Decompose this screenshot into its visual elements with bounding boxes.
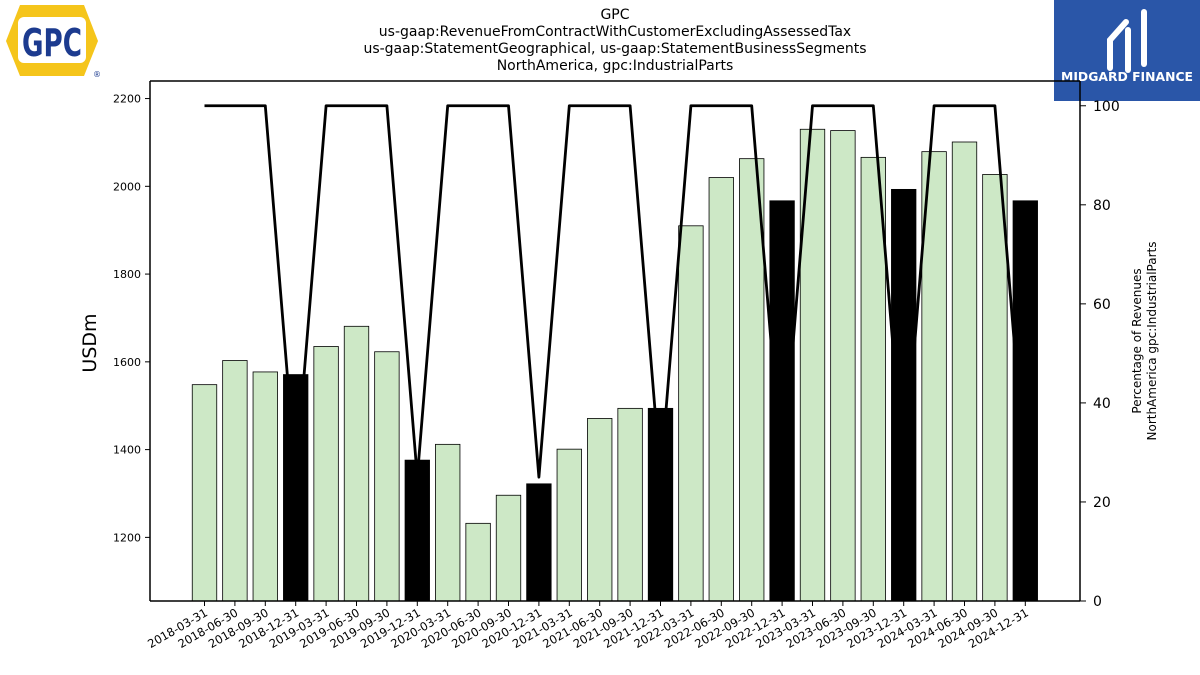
bar xyxy=(1012,200,1038,602)
gpc-logo-text: GPC xyxy=(22,21,82,65)
bar xyxy=(617,407,643,602)
gpc-registered-mark: ® xyxy=(93,70,100,79)
bar xyxy=(495,494,522,602)
bar xyxy=(313,346,339,602)
bar xyxy=(951,141,978,602)
y2-tick-label: 20 xyxy=(1093,495,1111,511)
bar xyxy=(708,177,734,602)
percentage-line xyxy=(204,104,1027,479)
bar xyxy=(404,459,430,602)
y2-tick-label: 60 xyxy=(1093,297,1111,313)
bar xyxy=(252,371,278,602)
y2-tick-label: 100 xyxy=(1093,99,1120,115)
bar xyxy=(526,483,552,602)
gpc-logo-panel xyxy=(18,17,86,63)
bar xyxy=(891,188,917,602)
bar xyxy=(982,174,1008,602)
bar xyxy=(678,225,704,602)
bar xyxy=(556,448,582,602)
y-tick-label: 2000 xyxy=(113,180,141,193)
y-axis-label: USDm xyxy=(79,313,101,372)
y-tick-label: 1800 xyxy=(113,268,141,281)
y2-axis-label: Percentage of Revenues xyxy=(1130,268,1144,413)
midgard-emblem-icon xyxy=(1107,9,1147,73)
bar xyxy=(830,130,856,602)
y-tick-label: 1200 xyxy=(113,531,141,544)
y2-tick-label: 0 xyxy=(1093,594,1102,610)
bar xyxy=(222,360,248,602)
y-tick-label: 1400 xyxy=(113,444,141,457)
y-tick-label: 2200 xyxy=(113,93,141,106)
bar xyxy=(739,158,765,602)
bar xyxy=(921,151,947,602)
bar xyxy=(587,418,613,602)
y2-axis-label: NorthAmerica gpc:IndustrialParts xyxy=(1145,242,1159,441)
bar xyxy=(191,384,218,602)
y2-tick-label: 80 xyxy=(1093,198,1111,214)
bar xyxy=(374,351,400,602)
gpc-logo: GPC ® xyxy=(6,5,100,79)
chart-title-line: GPC xyxy=(600,7,630,23)
bar xyxy=(769,200,795,602)
bar xyxy=(343,325,370,602)
bar xyxy=(860,156,886,602)
midgard-finance-logo: MIDGARD FINANCE xyxy=(1054,0,1200,101)
y-tick-label: 1600 xyxy=(113,356,141,369)
bar xyxy=(283,374,309,602)
chart-title-line: NorthAmerica, gpc:IndustrialParts xyxy=(496,58,734,74)
bar xyxy=(647,407,674,602)
chart-title: GPC us-gaap:RevenueFromContractWithCustom… xyxy=(0,7,1200,75)
chart-title-line: us-gaap:RevenueFromContractWithCustomerE… xyxy=(378,24,852,40)
chart-title-line: us-gaap:StatementGeographical, us-gaap:S… xyxy=(363,41,867,57)
y2-tick-label: 40 xyxy=(1093,396,1111,412)
midgard-logo-text: MIDGARD FINANCE xyxy=(1061,69,1193,84)
bar xyxy=(465,522,491,602)
bar xyxy=(435,443,461,602)
